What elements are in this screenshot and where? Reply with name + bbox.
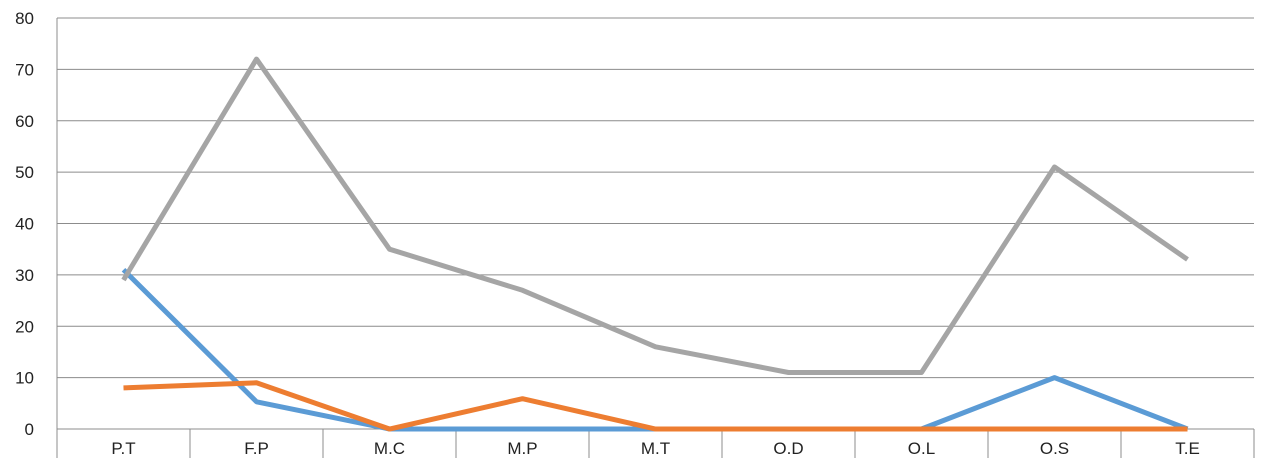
x-tick-label: F.P [244,439,269,458]
y-tick-label: 40 [15,215,34,234]
series-line-2 [121,56,1189,375]
y-tick-label: 50 [15,163,34,182]
x-tick-label: O.D [773,439,803,458]
y-tick-label: 20 [15,317,34,336]
y-tick-label: 30 [15,266,34,285]
y-tick-label: 60 [15,112,34,131]
y-tick-label: 80 [15,9,34,28]
x-tick-label: M.P [507,439,537,458]
y-tick-label: 10 [15,369,34,388]
x-tick-label: T.E [1175,439,1200,458]
x-tick-label: O.S [1040,439,1069,458]
x-axis-tick-labels: P.T F.P M.C M.P M.T O.D O.L O.S T.E [111,439,1199,458]
series-lines [121,56,1189,432]
y-axis-tick-labels: 0 10 20 30 40 50 60 70 80 [15,9,34,439]
x-tick-label: M.C [374,439,405,458]
x-tick-label: P.T [111,439,135,458]
x-tick-label: O.L [908,439,935,458]
x-tick-label: M.T [641,439,670,458]
gridlines [56,17,1255,458]
y-tick-label: 70 [15,60,34,79]
y-tick-label: 0 [25,420,34,439]
series-line-0 [121,267,1189,432]
